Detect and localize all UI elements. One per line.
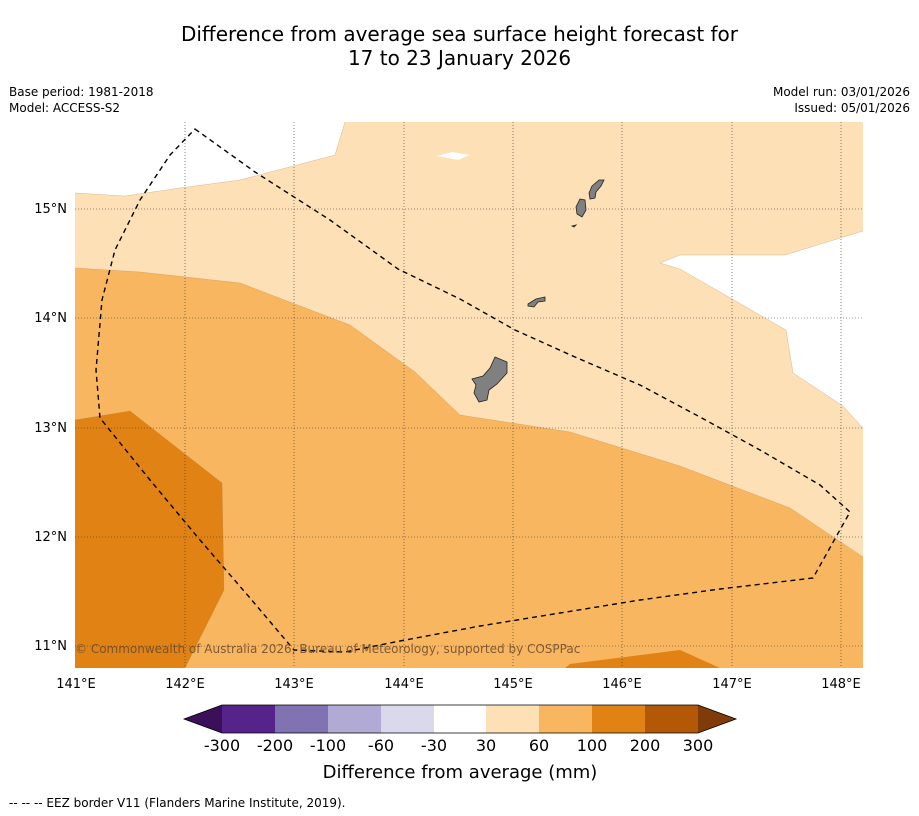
colorbar-tick: 300 xyxy=(683,736,714,755)
colorbar-arrow-high xyxy=(698,705,736,733)
lat-label: 11°N xyxy=(34,639,67,654)
colorbar-swatch xyxy=(381,705,434,733)
lat-labels: 15°N 14°N 13°N 12°N 11°N xyxy=(34,202,67,654)
band-neutral-east xyxy=(660,231,863,428)
lon-label: 142°E xyxy=(165,677,205,692)
issued-date: Issued: 05/01/2026 xyxy=(794,101,910,115)
lat-label: 13°N xyxy=(34,421,67,436)
lat-label: 15°N xyxy=(34,202,67,217)
island-guam xyxy=(471,356,508,403)
colorbar-tick: -100 xyxy=(310,736,346,755)
colorbar-tick: 30 xyxy=(476,736,496,755)
colorbar-tick: 200 xyxy=(630,736,661,755)
colorbar-swatch xyxy=(434,705,486,733)
lon-labels: 141°E 142°E 143°E 144°E 145°E 146°E 147°… xyxy=(56,677,861,692)
island-rota xyxy=(527,296,546,308)
model-name: Model: ACCESS-S2 xyxy=(9,101,121,115)
band-neutral-north xyxy=(75,122,863,196)
land-masses xyxy=(471,179,605,403)
title-line-1: Difference from average sea surface heig… xyxy=(180,22,739,46)
colorbar-swatch xyxy=(275,705,328,733)
colorbar-tick: -30 xyxy=(421,736,447,755)
title-line-2: 17 to 23 January 2026 xyxy=(347,46,572,70)
graticule xyxy=(75,122,863,668)
lat-label: 14°N xyxy=(34,311,67,326)
contour-lines xyxy=(75,122,863,668)
band-neutral-patch xyxy=(437,152,470,160)
colorbar-swatch xyxy=(592,705,645,733)
chart-title: Difference from average sea surface heig… xyxy=(0,22,919,70)
colorbar-label: Difference from average (mm) xyxy=(323,762,598,783)
band-60-100 xyxy=(75,268,863,668)
lon-label: 148°E xyxy=(821,677,861,692)
lon-label: 144°E xyxy=(384,677,424,692)
meta-right: Model run: 03/01/2026 Issued: 05/01/2026 xyxy=(773,84,910,116)
colorbar-swatch xyxy=(328,705,381,733)
band-100-200-south xyxy=(565,650,720,668)
lon-label: 143°E xyxy=(274,677,314,692)
island-saipan xyxy=(588,179,605,200)
lon-label: 145°E xyxy=(493,677,533,692)
colorbar-tick: -300 xyxy=(204,736,240,755)
colorbar-tick: -60 xyxy=(368,736,394,755)
lat-label: 12°N xyxy=(34,530,67,545)
map-panel: © Commonwealth of Australia 2026, Bureau… xyxy=(75,122,863,668)
colorbar-swatch xyxy=(222,705,275,733)
island-aguijan xyxy=(570,224,578,228)
lon-label: 141°E xyxy=(56,677,96,692)
lon-label: 146°E xyxy=(602,677,642,692)
band-100-200-west xyxy=(75,411,224,668)
island-tinian xyxy=(575,198,587,218)
colorbar-swatch xyxy=(539,705,592,733)
colorbar: -300 -200 -100 -60 -30 30 60 100 200 300… xyxy=(182,704,738,783)
colorbar-arrow-low xyxy=(184,705,222,733)
base-period: Base period: 1981-2018 xyxy=(9,85,154,99)
footnote: -- -- -- EEZ border V11 (Flanders Marine… xyxy=(9,796,346,810)
colorbar-tick: -200 xyxy=(257,736,293,755)
colorbar-tick: 100 xyxy=(577,736,608,755)
colorbar-swatch xyxy=(486,705,539,733)
meta-left: Base period: 1981-2018 Model: ACCESS-S2 xyxy=(9,84,154,116)
colorbar-tick: 60 xyxy=(529,736,549,755)
model-run: Model run: 03/01/2026 xyxy=(772,85,910,99)
copyright-notice: © Commonwealth of Australia 2026, Bureau… xyxy=(75,642,580,656)
colorbar-swatch xyxy=(645,705,698,733)
lon-label: 147°E xyxy=(712,677,752,692)
colorbar-ticks: -300 -200 -100 -60 -30 30 60 100 200 300 xyxy=(204,736,713,755)
